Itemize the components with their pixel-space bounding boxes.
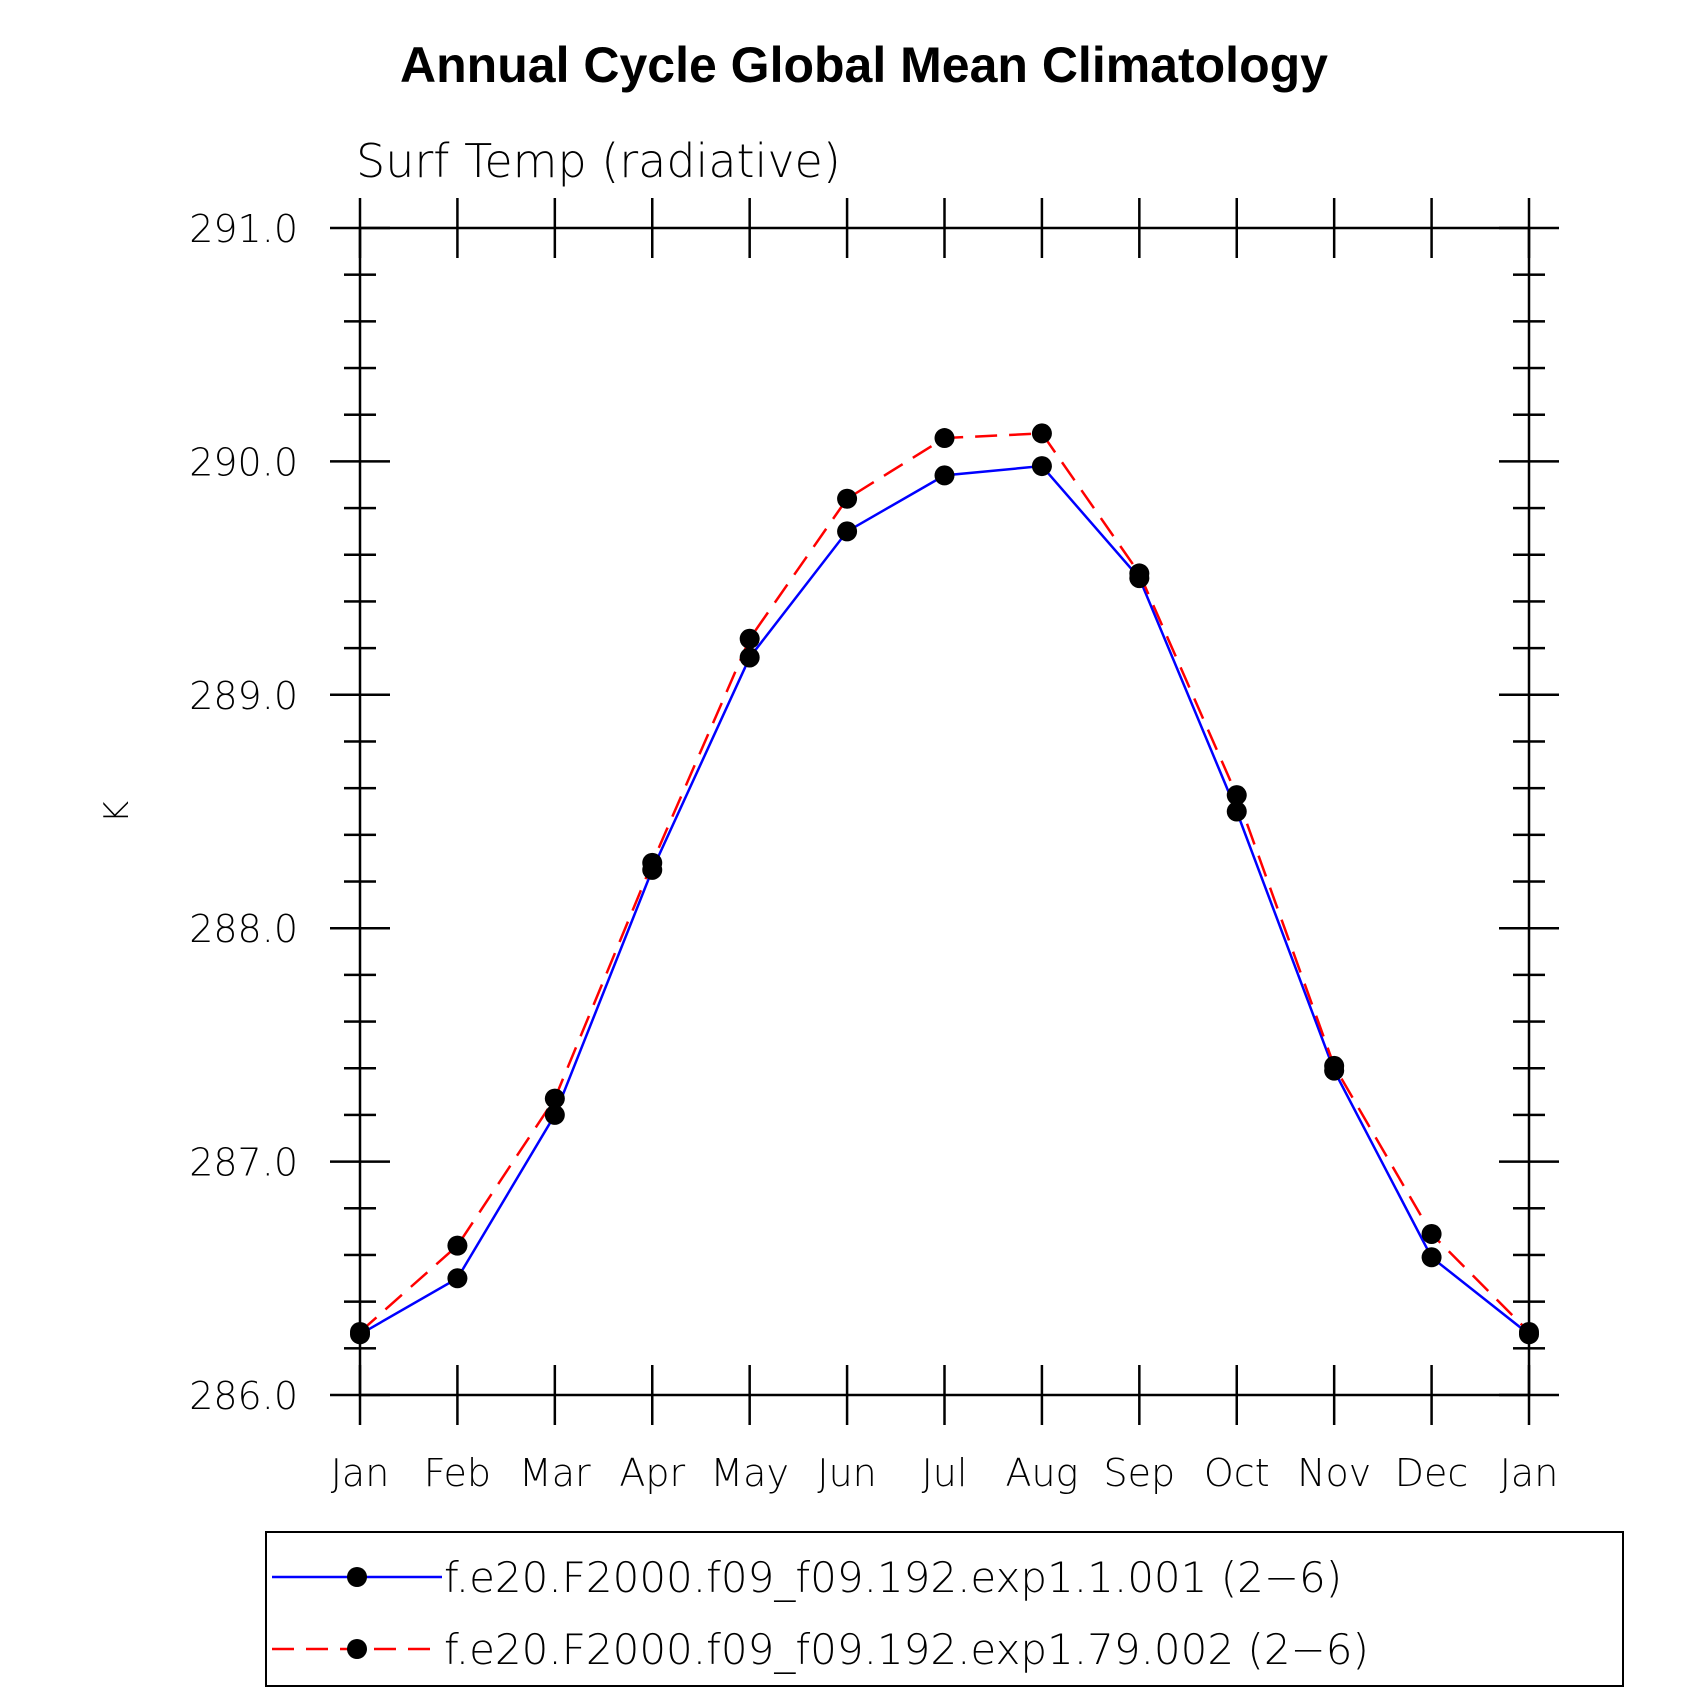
- y-axis-label: K: [97, 801, 137, 823]
- x-tick-label: Mar: [519, 1451, 591, 1495]
- y-tick-label: 286.0: [189, 1374, 298, 1418]
- x-tick-label: Sep: [1104, 1451, 1176, 1495]
- series-2-point: [739, 628, 760, 649]
- x-tick-label: Dec: [1395, 1451, 1469, 1495]
- x-tick-label: May: [710, 1451, 789, 1495]
- series-2-point: [350, 1321, 370, 1342]
- x-tick-label: Feb: [424, 1451, 491, 1495]
- series-1-point: [837, 521, 858, 542]
- y-tick-label: 287.0: [189, 1141, 298, 1185]
- y-tick-label: 288.0: [189, 907, 298, 951]
- series-2-point: [1129, 563, 1150, 584]
- y-tick-labels: 286.0 287.0 288.0 289.0 290.0 291.0: [189, 207, 298, 1418]
- chart-title: Annual Cycle Global Mean Climatology: [400, 37, 1328, 93]
- x-tick-label: Apr: [619, 1451, 685, 1495]
- x-tick-label: Jan: [1500, 1451, 1559, 1495]
- series-layer: [350, 423, 1539, 1345]
- series-2-point: [447, 1235, 468, 1256]
- series-line-2: [359, 432, 1530, 1333]
- x-tick-label: Aug: [1005, 1451, 1078, 1495]
- series-2-point: [1324, 1055, 1345, 1076]
- x-tick-label: Jan: [331, 1451, 390, 1495]
- series-2-point: [934, 428, 955, 449]
- series-2-point: [544, 1088, 565, 1109]
- legend-label-2: f.e20.F2000.f09_f09.192.exp1.79.002 (2−6…: [444, 1625, 1369, 1674]
- series-2-point: [1519, 1321, 1539, 1342]
- plot-frame: [358, 226, 1531, 1397]
- x-tick-labels: Jan Feb Mar Apr May Jun Jul Aug Sep Oct Nov Dec Jan: [331, 1451, 1559, 1495]
- series-2-point: [1421, 1223, 1442, 1244]
- chart-subtitle: Surf Temp (radiative): [356, 134, 841, 188]
- y-tick-label: 289.0: [189, 674, 298, 718]
- series-1-point: [1421, 1247, 1442, 1268]
- x-tick-label: Jun: [817, 1451, 876, 1495]
- series-1-point: [934, 465, 955, 486]
- legend-marker-2: [347, 1639, 367, 1659]
- series-2-point: [642, 852, 663, 873]
- axis-ticks: [330, 198, 1559, 1425]
- series-line-1: [359, 464, 1530, 1336]
- series-1-point: [1031, 456, 1052, 477]
- series-1-point: [1226, 801, 1247, 822]
- series-1-point: [447, 1268, 468, 1289]
- x-tick-label: Nov: [1297, 1451, 1371, 1495]
- series-2-point: [837, 488, 858, 509]
- y-tick-label: 290.0: [189, 440, 298, 484]
- series-2-point: [1226, 785, 1247, 806]
- legend: f.e20.F2000.f09_f09.192.exp1.1.001 (2−6)…: [272, 1553, 1369, 1674]
- series-1-point: [739, 647, 760, 668]
- legend-label-1: f.e20.F2000.f09_f09.192.exp1.1.001 (2−6): [444, 1553, 1342, 1602]
- series-2-point: [1031, 423, 1052, 444]
- x-tick-label: Oct: [1204, 1451, 1270, 1495]
- legend-box: [265, 1531, 1624, 1687]
- legend-marker-1: [347, 1567, 367, 1587]
- series-1-point: [544, 1104, 565, 1125]
- y-tick-label: 291.0: [189, 207, 298, 251]
- x-tick-label: Jul: [922, 1451, 968, 1495]
